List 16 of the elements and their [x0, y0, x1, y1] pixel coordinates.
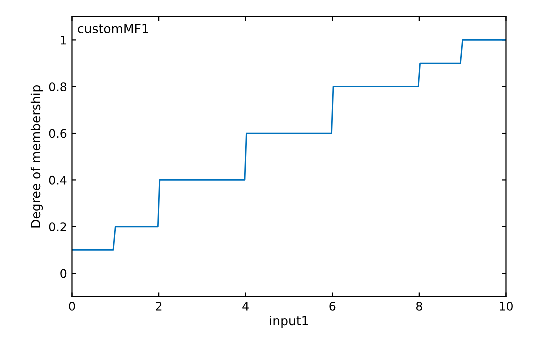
- x-tick-label: 8: [416, 302, 422, 311]
- x-tick-label: 2: [156, 302, 162, 311]
- x-tick-label: 10: [500, 302, 513, 311]
- y-tick-label: 0.2: [49, 222, 66, 232]
- y-axis-title: Degree of membership: [30, 85, 44, 228]
- x-tick-label: 0: [69, 302, 76, 311]
- x-tick-label: 6: [330, 302, 336, 311]
- y-tick-label: 1: [61, 36, 66, 45]
- annotation: customMF1: [78, 24, 148, 34]
- y-tick-label: 0.4: [49, 176, 67, 185]
- y-tick-label: 0.6: [49, 129, 67, 138]
- y-tick-label: 0.8: [49, 82, 67, 92]
- x-tick-label: 4: [242, 302, 249, 311]
- line-series: [72, 39, 506, 251]
- x-axis-title: input1: [270, 316, 308, 328]
- y-tick-label: 0: [60, 269, 67, 278]
